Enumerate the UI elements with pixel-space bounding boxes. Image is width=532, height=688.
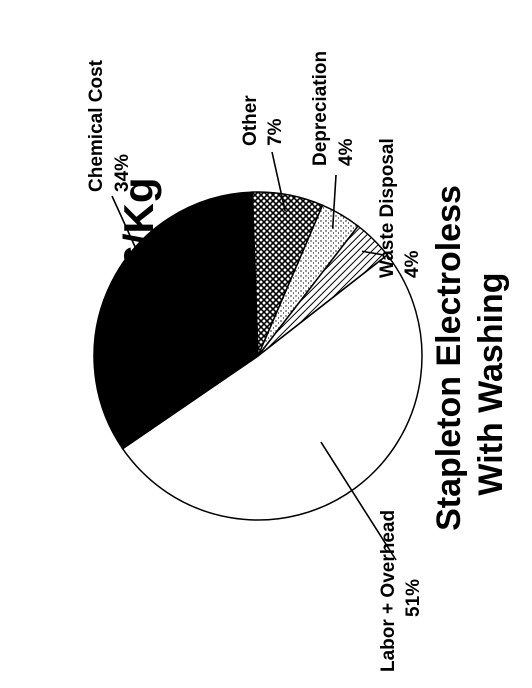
slice-label-other: Other <box>240 95 261 146</box>
total-cost-label: $546/Kg <box>115 177 162 338</box>
slice-value-other: 7% <box>265 118 286 146</box>
slice-value-waste-disposal: 4% <box>402 250 423 278</box>
slice-label-chemical-cost: Chemical Cost <box>86 59 107 192</box>
pie-slices <box>93 191 423 521</box>
leader-other <box>271 151 286 212</box>
slice-label-depreciation: Depreciation <box>310 51 331 166</box>
slice-label-labor-overhead: Labor + Overhead <box>378 510 399 672</box>
slice-label-waste-disposal: Waste Disposal <box>377 138 398 278</box>
leader-chemical-cost <box>111 195 164 309</box>
slice-value-labor-overhead: 51% <box>403 579 424 617</box>
chart-subtitle: With Washing <box>472 272 510 495</box>
leader-depreciation <box>331 174 337 229</box>
pie-slice-labor-overhead <box>121 253 423 521</box>
leader-waste-disposal <box>361 250 385 256</box>
slice-value-chemical-cost: 34% <box>112 154 133 192</box>
chart-title: Stapleton Electroless <box>430 185 468 531</box>
leader-lines <box>111 151 397 561</box>
leader-labor-overhead <box>320 441 397 561</box>
pie-slice-chemical-cost <box>93 191 259 450</box>
slice-value-depreciation: 4% <box>336 138 357 166</box>
